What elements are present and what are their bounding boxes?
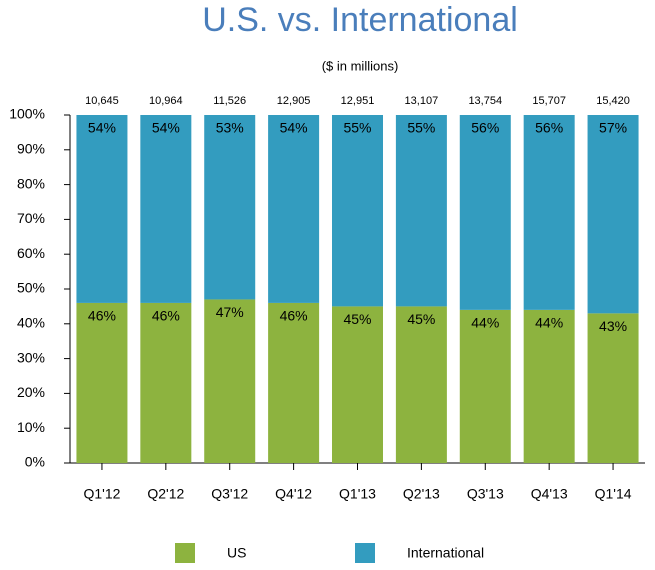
y-tick-label: 70%	[17, 210, 45, 226]
data-label: 55%	[407, 120, 435, 136]
bar-segment	[268, 302, 320, 463]
total-label: 13,754	[468, 95, 502, 107]
data-label: 43%	[599, 318, 627, 334]
data-label: 44%	[535, 315, 563, 331]
total-label: 12,905	[277, 95, 311, 107]
x-tick-label: Q1'12	[83, 486, 120, 502]
bar-segment	[76, 302, 128, 463]
y-tick-label: 40%	[17, 315, 45, 331]
bar-segment	[204, 299, 256, 463]
data-label: 57%	[599, 120, 627, 136]
bar-segment	[204, 115, 256, 300]
bar-segment	[459, 309, 511, 463]
x-tick-label: Q1'14	[595, 486, 632, 502]
total-label: 10,964	[149, 95, 183, 107]
bar-segment	[459, 115, 511, 310]
y-tick-label: 90%	[17, 141, 45, 157]
y-tick-label: 10%	[17, 419, 45, 435]
total-label: 15,707	[532, 95, 566, 107]
data-label: 45%	[407, 311, 435, 327]
y-tick-label: 30%	[17, 349, 45, 365]
data-label: 45%	[343, 311, 371, 327]
y-tick-label: 50%	[17, 280, 45, 296]
legend-label: International	[407, 545, 484, 561]
y-tick-label: 20%	[17, 384, 45, 400]
x-tick-label: Q4'13	[531, 486, 568, 502]
y-tick-label: 60%	[17, 245, 45, 261]
bar-segment	[587, 313, 639, 463]
data-label: 53%	[216, 120, 244, 136]
data-label: 56%	[535, 120, 563, 136]
data-label: 54%	[280, 120, 308, 136]
bar-segment	[523, 115, 575, 310]
x-tick-label: Q2'12	[147, 486, 184, 502]
total-label: 10,645	[85, 95, 119, 107]
x-tick-label: Q3'12	[211, 486, 248, 502]
legend-swatch	[355, 543, 375, 563]
y-tick-label: 0%	[25, 454, 45, 470]
data-label: 46%	[88, 308, 116, 324]
total-label: 15,420	[596, 95, 630, 107]
bar-segment	[587, 115, 639, 314]
bar-segment	[140, 302, 192, 463]
data-label: 55%	[343, 120, 371, 136]
data-label: 46%	[152, 308, 180, 324]
data-label: 47%	[216, 304, 244, 320]
legend-swatch	[175, 543, 195, 563]
bar-segment	[76, 115, 128, 303]
data-label: 46%	[280, 308, 308, 324]
chart-title: U.S. vs. International	[202, 1, 518, 39]
data-label: 44%	[471, 315, 499, 331]
x-tick-label: Q3'13	[467, 486, 504, 502]
x-tick-label: Q4'12	[275, 486, 312, 502]
bar-segment	[395, 115, 447, 307]
total-label: 11,526	[213, 95, 246, 107]
data-label: 54%	[152, 120, 180, 136]
data-label: 56%	[471, 120, 499, 136]
bar-segment	[140, 115, 192, 303]
total-label: 12,951	[341, 95, 375, 107]
chart-subtitle: ($ in millions)	[322, 58, 399, 73]
bar-segment	[268, 115, 320, 303]
bar-segment	[332, 115, 383, 307]
bar-segment	[523, 309, 575, 463]
bar-segment	[395, 306, 447, 463]
data-label: 54%	[88, 120, 116, 136]
legend-label: US	[227, 545, 246, 561]
x-tick-label: Q2'13	[403, 486, 440, 502]
bar-segment	[332, 306, 383, 463]
x-tick-label: Q1'13	[339, 486, 376, 502]
y-tick-label: 80%	[17, 175, 45, 191]
y-tick-label: 100%	[9, 106, 45, 122]
total-label: 13,107	[405, 95, 439, 107]
